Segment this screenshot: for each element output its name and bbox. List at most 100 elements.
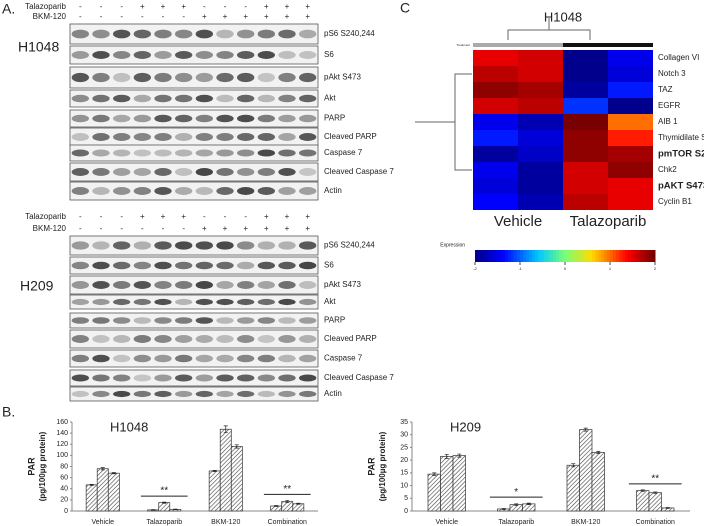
blot-band — [236, 298, 255, 306]
blot-frame — [69, 329, 319, 349]
blot-band — [133, 149, 152, 157]
colorbar-step — [523, 250, 527, 262]
gene-label: AIB 1 — [658, 117, 678, 126]
treatment-sign: - — [224, 212, 227, 221]
error-bar — [432, 472, 437, 476]
heatmap-cell — [473, 146, 518, 162]
x-tick-label: Combination — [268, 519, 307, 526]
treatment-sign: - — [162, 224, 165, 233]
colorbar-step — [553, 250, 557, 262]
blot-band — [257, 51, 276, 59]
blot-band — [112, 317, 131, 324]
colorbar-step — [520, 250, 524, 262]
blot-band — [298, 168, 317, 176]
y-axis-label: PAR — [366, 457, 376, 476]
blot-band — [216, 354, 234, 363]
treatment-label: Talazoparib — [25, 212, 66, 221]
colorbar-step — [580, 250, 584, 262]
y-tick-label: 5 — [404, 495, 408, 502]
treatment-sign: - — [162, 12, 165, 21]
blot-band — [133, 261, 152, 270]
blot-band — [154, 133, 172, 141]
treatment-sign: - — [244, 212, 247, 221]
blot-band — [278, 390, 296, 398]
treatment-sign: + — [181, 212, 186, 221]
treatment-sign: - — [79, 12, 82, 21]
blot-band — [298, 354, 317, 363]
blot-band — [92, 261, 110, 270]
blot-band — [278, 29, 296, 39]
colorbar-tick-label: 1 — [609, 266, 612, 271]
blot-band — [257, 390, 276, 398]
colorbar-step — [601, 250, 605, 262]
blot-band — [174, 390, 193, 398]
blot-band — [71, 335, 90, 343]
bar — [107, 472, 120, 512]
blot-band — [71, 29, 90, 39]
heatmap-cell — [563, 178, 608, 194]
blot-band — [174, 261, 193, 270]
heatmap-cell — [473, 50, 518, 66]
colorbar-tick-label: 2 — [654, 266, 657, 271]
colorbar-step — [565, 250, 569, 262]
treatment-sign: + — [305, 212, 310, 221]
treatment-sign: - — [244, 2, 247, 11]
colorbar-step — [484, 250, 488, 262]
blot-band — [195, 335, 214, 343]
colorbar-step — [625, 250, 629, 262]
gene-label: Chk2 — [658, 165, 677, 174]
blot-band — [92, 374, 110, 382]
blot-band — [278, 354, 296, 363]
blot-band — [195, 51, 214, 59]
blot-frame — [69, 294, 319, 310]
group-bar — [563, 43, 653, 47]
blot-band — [174, 298, 193, 306]
blot-band — [298, 335, 317, 343]
blot-frame — [69, 109, 319, 128]
heatmap-cell — [518, 50, 563, 66]
blot-band — [154, 241, 172, 250]
blot-band — [216, 317, 234, 324]
blot-band — [92, 133, 110, 141]
treatment-sign: + — [202, 224, 207, 233]
blot-band — [257, 133, 276, 141]
treatment-sign: + — [161, 2, 166, 11]
y-tick-label: 120 — [56, 441, 68, 448]
blot-band — [133, 168, 152, 176]
error-bar — [173, 508, 178, 510]
heatmap-cell — [473, 130, 518, 146]
blot-band — [92, 149, 110, 157]
colorbar-tick-label: -2 — [473, 266, 477, 271]
heatmap-cell — [608, 194, 653, 210]
colorbar-step — [568, 250, 572, 262]
treatment-sign: + — [264, 212, 269, 221]
blot-band — [195, 390, 214, 398]
colorbar-step — [631, 250, 635, 262]
treatment-sign: + — [305, 2, 310, 11]
blot-band — [71, 261, 90, 270]
blot-band — [71, 281, 90, 289]
blot-band — [195, 149, 214, 157]
band-label: Cleaved Caspase 7 — [324, 373, 394, 382]
y-tick-label: 20 — [60, 497, 68, 504]
colorbar-step — [535, 250, 539, 262]
x-tick-label: BKM-120 — [571, 519, 600, 526]
treatment-sign: - — [79, 2, 82, 11]
colorbar-step — [550, 250, 554, 262]
blot-frame — [69, 235, 319, 256]
error-bar — [296, 502, 301, 505]
colorbar-step — [610, 250, 614, 262]
blot-band — [92, 281, 110, 289]
treatment-sign: + — [243, 224, 248, 233]
blot-band — [154, 354, 172, 363]
treatment-sign: - — [120, 12, 123, 21]
treatment-sign: - — [182, 12, 185, 21]
heatmap-cell — [608, 98, 653, 114]
blot-band — [195, 133, 214, 141]
colorbar-step — [643, 250, 647, 262]
heatmap-cell — [563, 50, 608, 66]
colorbar-step — [532, 250, 536, 262]
blot-band — [278, 298, 296, 306]
blot-band — [195, 168, 214, 176]
blot-band — [112, 29, 131, 39]
